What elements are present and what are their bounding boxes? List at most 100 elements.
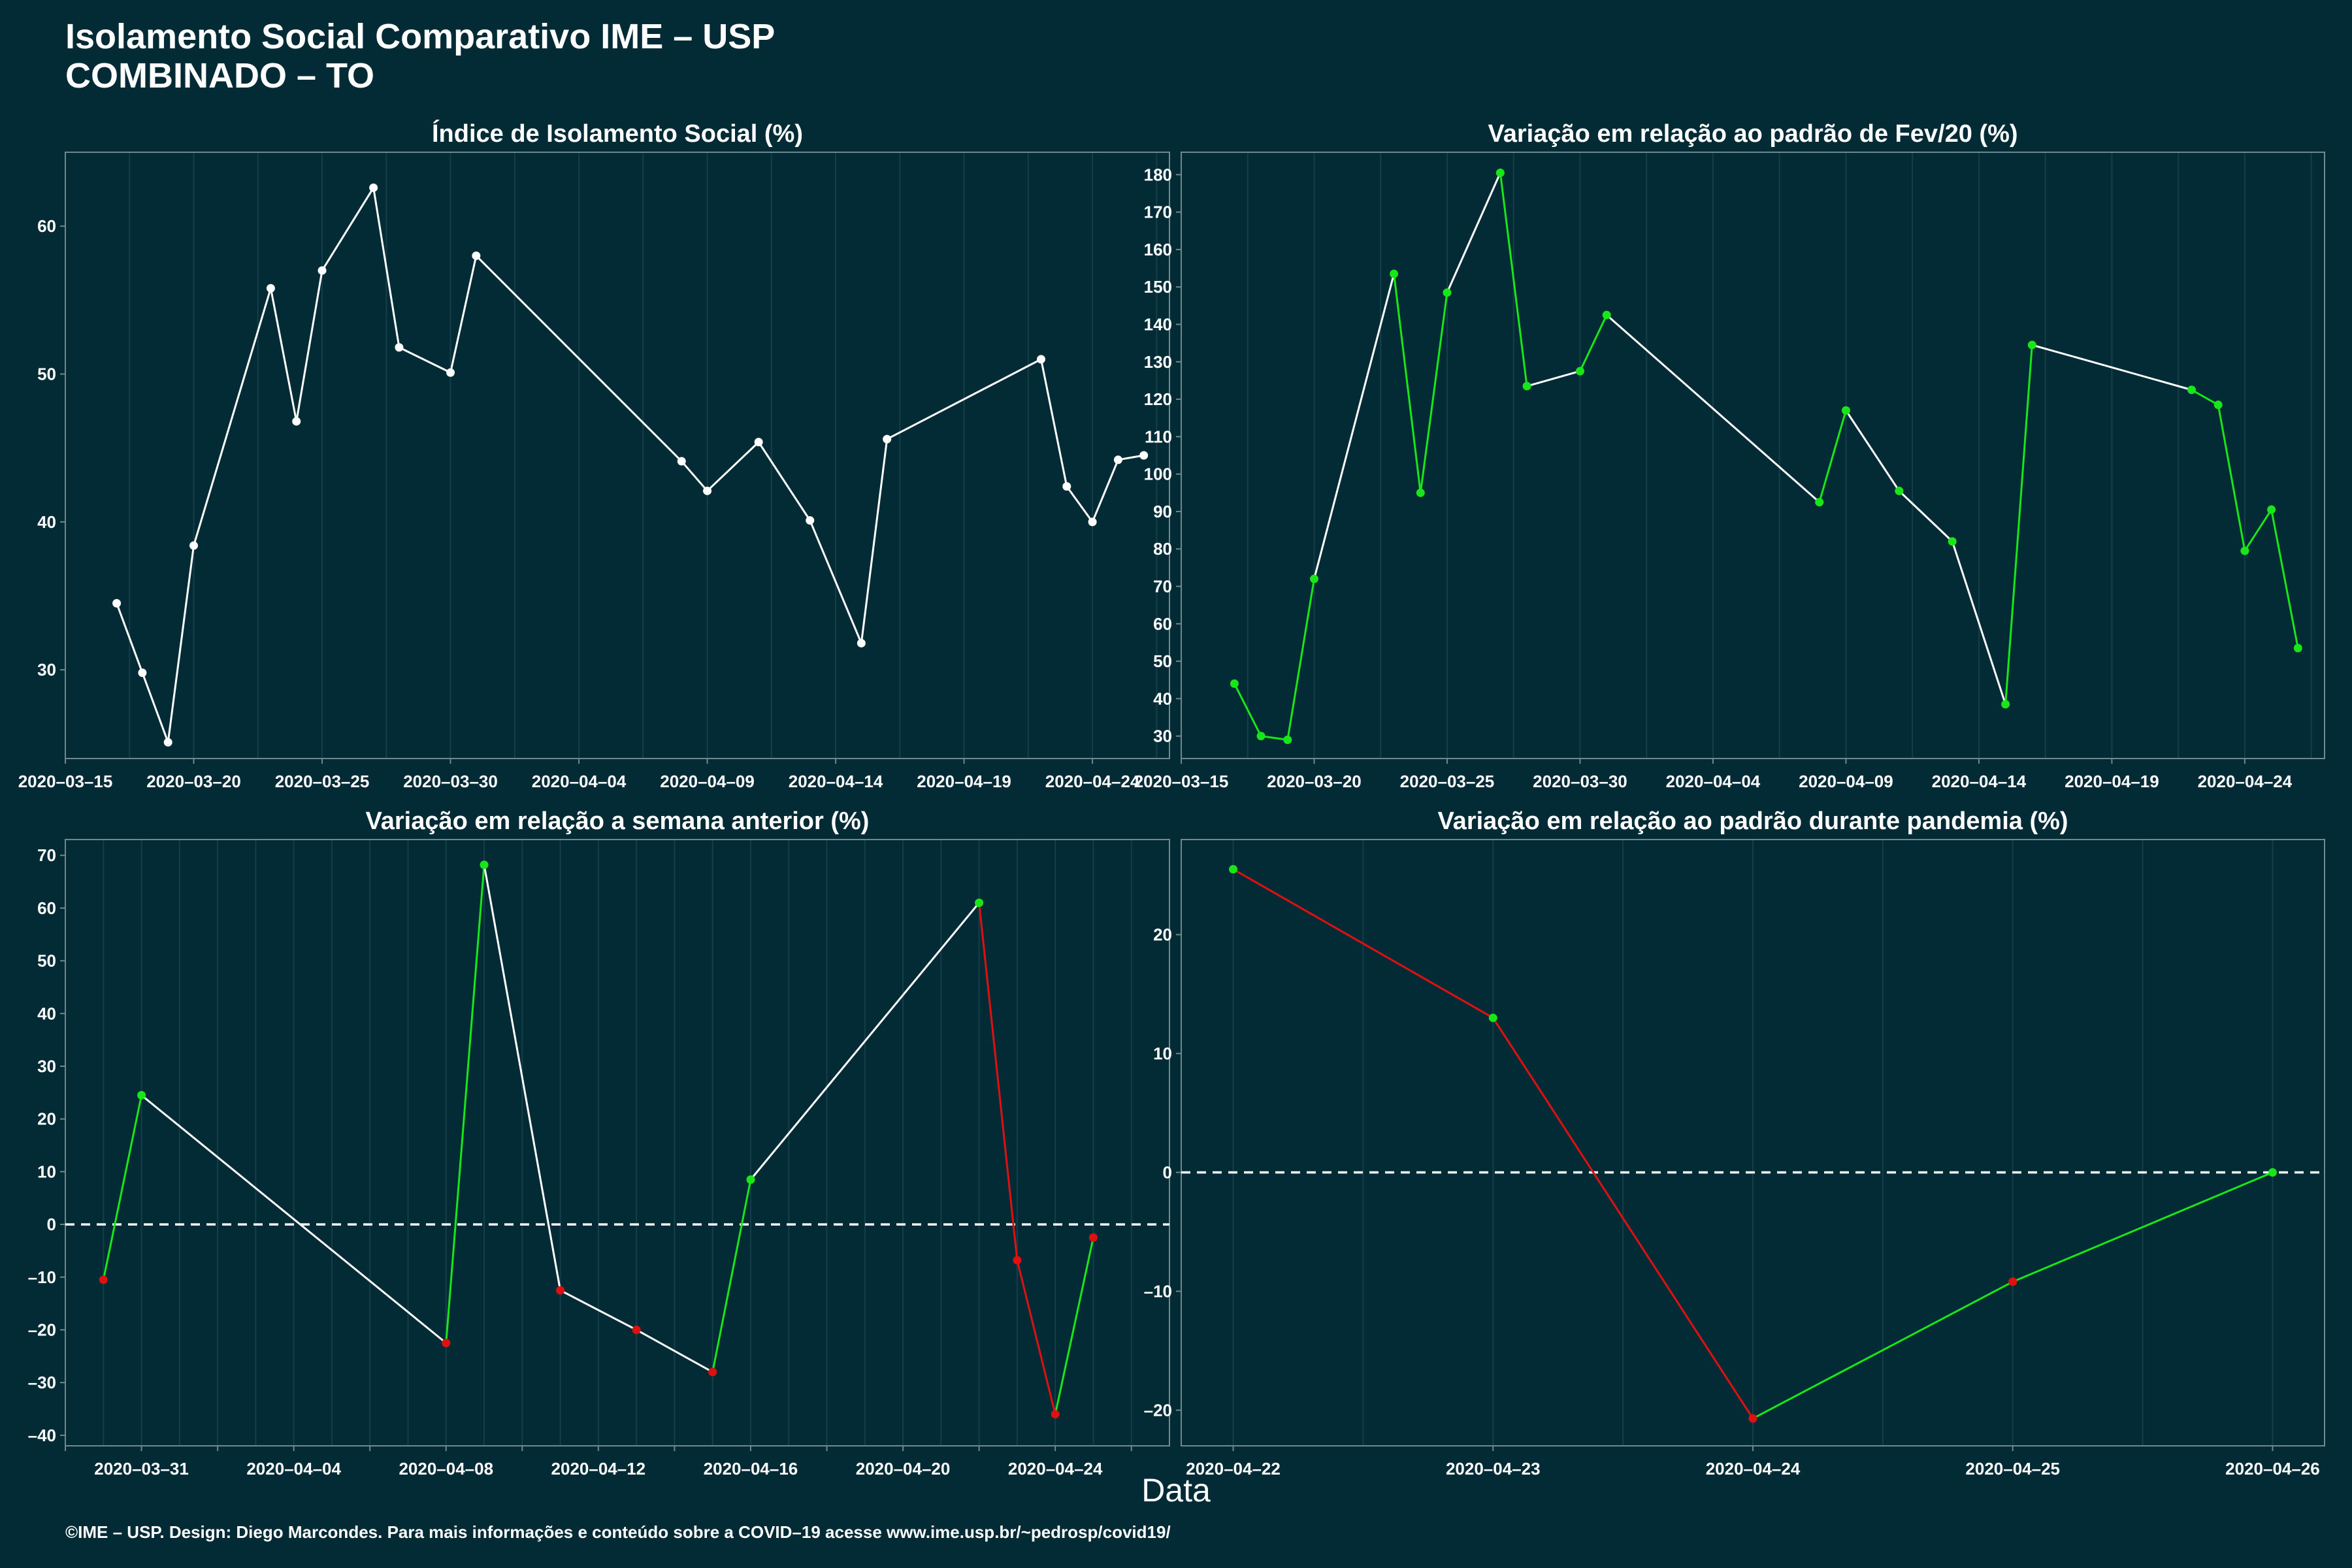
panel-2-y-tick-label: 110 [1145,427,1172,446]
panel-2-data-point [2267,505,2276,514]
panel-1-y-tick-label: 40 [37,512,56,532]
panel-2-series-segment [1393,273,1422,493]
panel-1-data-point [395,343,404,352]
panel-4-data-point [1748,1414,1757,1423]
panel-2-x-tick-label: 2020–04–24 [2198,772,2293,791]
panel-4-series-segment [1752,1281,2014,1420]
panel-2-y-tick-label: 140 [1144,315,1172,335]
panel-3-y-tick-label: 40 [37,1004,56,1023]
panel-1-data-point [112,598,122,608]
panel-2-x-tick-label: 2020–04–04 [1666,772,1761,791]
panel-2-data-point [1815,498,1824,507]
panel-3-title: Variação em relação a semana anterior (%… [366,808,870,835]
panel-3-data-point [1013,1256,1022,1265]
panel-2-series-segment [1233,683,1262,737]
panel-2-data-point [2213,400,2223,410]
panel-3-data-point [442,1339,451,1348]
panel-2-x-tick-label: 2020–04–14 [1932,772,2027,791]
panel-3-y-tick-label: 70 [37,845,56,865]
panel-3-y-tick-label: –30 [28,1373,56,1392]
panel-2-series-segment [1499,172,1528,387]
panel-2-data-point [2187,385,2197,395]
panel-4-data-point [1229,864,1238,874]
panel-2-data-point [2240,546,2249,555]
panel-1-series-segment [399,346,451,374]
panel-1-data-point [754,438,763,447]
panel-1-series-segment [167,545,195,743]
panel-3-y-tick-label: 0 [47,1215,56,1234]
panel-2-x-tick-label: 2020–04–19 [2065,772,2159,791]
panel-1-x-tick-label: 2020–03–25 [275,772,370,791]
panel-2-y-tick-label: 80 [1153,539,1172,559]
panel-4-y-tick-label: 20 [1153,925,1172,945]
panel-3-x-tick-label: 2020–03–31 [94,1459,189,1478]
panel-4-x-tick-label: 2020–04–22 [1186,1459,1281,1478]
panel-3-series-segment [749,902,980,1181]
panel-1-series-segment [706,441,760,492]
panel-2-series-segment [1419,292,1448,493]
panel-3-series-segment [1016,1260,1056,1414]
panel-3-y-tick-label: –40 [28,1426,56,1445]
footer-credit: ©IME – USP. Design: Diego Marcondes. Par… [65,1522,1171,1542]
panel-3-data-point [708,1367,717,1377]
panel-3-y-tick-label: 50 [37,951,56,971]
panel-1-data-point [266,284,275,293]
panel-1-series-segment [372,188,400,348]
panel-3-y-tick-label: –20 [28,1320,56,1339]
panel-1-x-tick-label: 2020–03–20 [146,772,241,791]
panel-2-data-point [1841,406,1850,415]
panel-3-data-point [975,898,984,907]
panel-3-series-segment [636,1329,713,1373]
panel-3-data-point [99,1275,108,1284]
panel-2-y-tick-label: 30 [1153,727,1172,746]
panel-2-y-tick-label: 170 [1144,203,1172,222]
panel-1-series-segment [757,441,811,521]
title-block: Isolamento Social Comparativo IME – USP … [65,17,775,95]
panel-2-series-segment [1818,410,1847,503]
panel-2-y-tick-label: 150 [1144,277,1172,297]
panel-2-series-segment [1898,490,1953,542]
panel-3-x-tick-label: 2020–04–08 [399,1459,493,1478]
panel-1-data-point [883,434,892,444]
panel-2-data-point [1575,367,1584,376]
panel-4-y-tick-label: 10 [1153,1044,1172,1064]
panel-1-data-point [1113,455,1122,465]
panel-3-x-tick-label: 2020–04–12 [551,1459,646,1478]
panel-2-x-tick-label: 2020–04–09 [1799,772,1893,791]
panel-1-data-point [369,183,378,192]
panel-3-series-segment [559,1289,637,1331]
panel-4-series-segment [2012,1171,2274,1283]
panel-2-y-tick-label: 90 [1153,502,1172,521]
panel-3-series-segment [1054,1237,1094,1414]
panel-2-data-point [1443,288,1452,297]
panel-2-series-segment [1260,735,1288,741]
panel-3-x-tick-label: 2020–04–24 [1008,1459,1103,1478]
panel-2-data-point [1895,486,1904,495]
panel-2-data-point [2293,644,2302,653]
panel-2-data-point [1283,735,1292,744]
panel-1-x-tick-label: 2020–03–30 [403,772,498,791]
panel-3-data-point [480,860,489,870]
panel-2-series-segment [1286,578,1315,740]
panel-2-data-point [1256,732,1266,741]
panel-2-y-tick-label: 50 [1153,651,1172,671]
panel-3-series-segment [483,864,562,1291]
panel-2-y-tick-label: 100 [1144,465,1172,484]
panel-3-series-segment [711,1179,752,1373]
panel-1-series-segment [269,287,298,422]
panel-1-data-point [677,457,686,466]
panel-4-data-point [1488,1013,1497,1022]
panel-4-y-tick-label: –20 [1144,1400,1172,1420]
panel-3-y-tick-label: –10 [28,1267,56,1287]
panel-2-x-tick-label: 2020–03–30 [1533,772,1627,791]
panel-3-data-point [1088,1233,1098,1242]
panel-1-series-segment [475,255,683,463]
panel-4-x-tick-label: 2020–04–23 [1446,1459,1541,1478]
panel-1-data-point [189,541,199,550]
panel-1-series-segment [1118,454,1144,461]
panel-1-x-tick-label: 2020–04–14 [789,772,883,791]
panel-1-data-point [292,417,301,426]
panel-2-y-tick-label: 180 [1144,165,1172,184]
panel-2-data-point [1416,488,1425,497]
